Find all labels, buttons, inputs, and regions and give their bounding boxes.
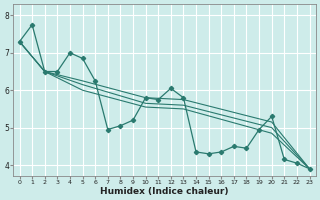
X-axis label: Humidex (Indice chaleur): Humidex (Indice chaleur) xyxy=(100,187,229,196)
